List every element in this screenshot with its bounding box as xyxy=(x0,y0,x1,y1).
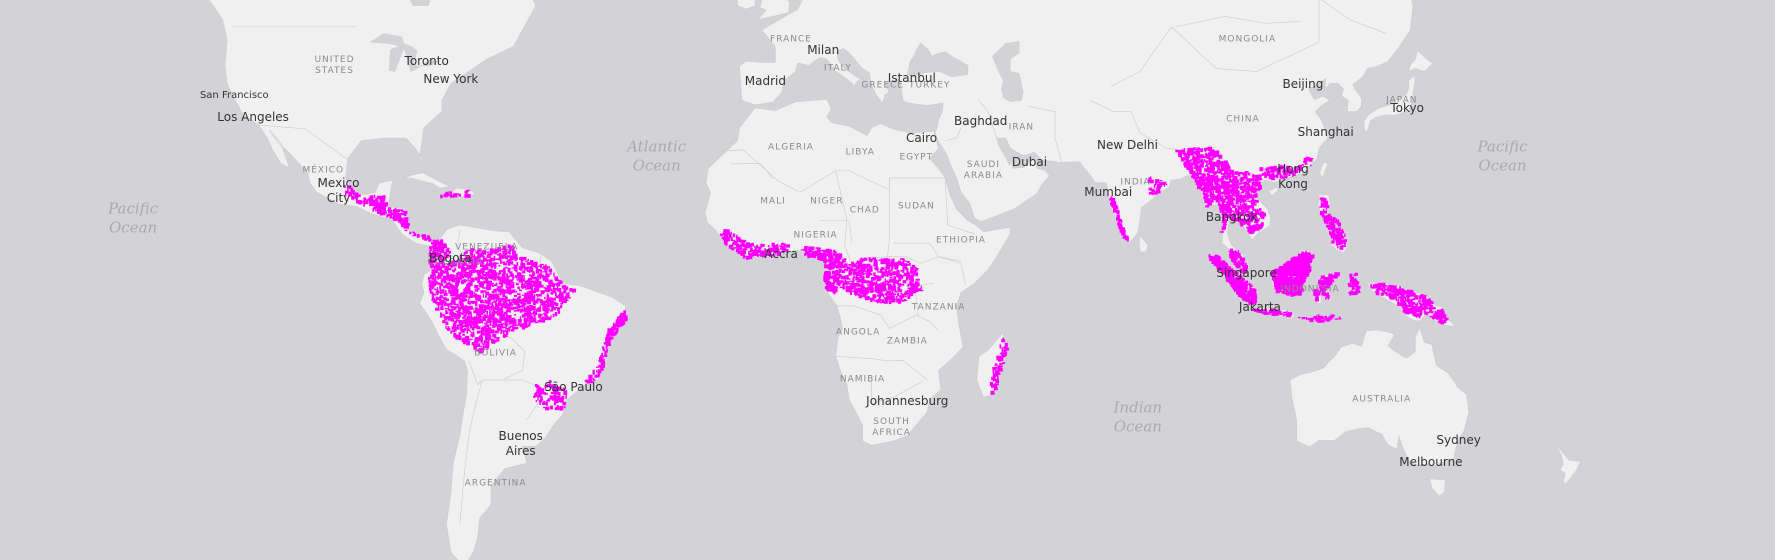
forest-extent-nigeria-cameroon xyxy=(800,246,847,271)
land-sri-lanka xyxy=(1138,234,1149,253)
water-hudson-bay xyxy=(409,0,430,6)
land-hainan xyxy=(1268,186,1280,197)
country-border xyxy=(836,305,939,332)
forest-extent-java xyxy=(1251,308,1293,318)
forest-extent-malay xyxy=(1228,248,1248,274)
forest-extent-east-africa xyxy=(908,281,924,294)
country-border xyxy=(1175,16,1302,28)
land-britain xyxy=(757,0,790,21)
forest-extent-colombia-pacific xyxy=(428,239,451,274)
forest-extent-gabon xyxy=(823,270,839,295)
forest-extent-congo-basin xyxy=(833,257,920,305)
forest-extent-mexico-south xyxy=(343,184,369,207)
country-border xyxy=(258,124,347,160)
forest-extent-lesser-sunda xyxy=(1298,314,1342,323)
forest-extent-philippines xyxy=(1319,197,1347,250)
country-border xyxy=(871,380,921,405)
forest-extent-south-china xyxy=(1258,156,1314,181)
country-border xyxy=(730,163,774,180)
country-border xyxy=(945,127,962,142)
forest-extent-indochina xyxy=(1175,146,1267,235)
forest-extent-new-guinea xyxy=(1370,282,1449,325)
land-cuba xyxy=(401,172,451,189)
forest-extent-amazon xyxy=(427,244,577,354)
country-border xyxy=(893,242,966,286)
forest-extent-western-ghats xyxy=(1109,196,1129,242)
country-border xyxy=(1110,0,1387,87)
country-border xyxy=(944,177,975,235)
forest-extent-west-africa xyxy=(719,229,790,260)
forest-extent-southern-brazil xyxy=(533,380,568,411)
country-border xyxy=(1028,105,1063,162)
land-tasmania xyxy=(1429,478,1446,497)
country-border xyxy=(886,178,890,259)
land-madagascar xyxy=(976,332,1009,398)
forest-extent-caribbean xyxy=(440,189,471,199)
forest-extent-maluku xyxy=(1347,272,1361,296)
forest-extent-sumatra xyxy=(1208,254,1258,306)
forest-extent-east-india xyxy=(1147,176,1168,196)
water-black-sea xyxy=(907,42,969,78)
forest-extent-central-america xyxy=(367,194,437,242)
land-ireland xyxy=(736,0,756,10)
country-border xyxy=(835,355,928,381)
forest-extent-atlantic-forest xyxy=(584,310,628,384)
country-border xyxy=(820,219,853,244)
country-border xyxy=(457,321,526,386)
land-taiwan xyxy=(1319,162,1329,179)
country-border xyxy=(459,379,483,525)
water-great-lakes xyxy=(369,33,440,72)
forest-extent-borneo xyxy=(1270,250,1315,297)
land-hokkaido xyxy=(1408,50,1434,72)
water-caspian xyxy=(992,41,1024,102)
land-australia xyxy=(1289,326,1470,467)
forest-extent-madagascar-east xyxy=(989,337,1010,395)
land-japan-honshu xyxy=(1363,74,1416,133)
country-border xyxy=(978,100,998,139)
highlight-layer xyxy=(343,146,1449,411)
forest-extent-sulawesi xyxy=(1313,272,1340,302)
land-new-zealand-n xyxy=(1554,442,1582,485)
land-north-america xyxy=(208,0,537,247)
